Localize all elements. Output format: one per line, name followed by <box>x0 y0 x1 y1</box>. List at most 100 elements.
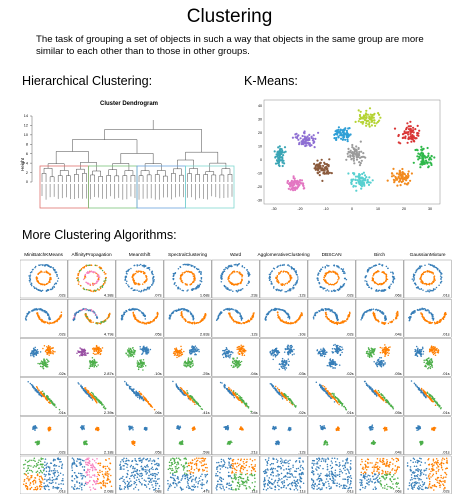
kmeans-point <box>304 136 307 140</box>
cluster-point <box>77 283 80 285</box>
cluster-point <box>282 365 284 367</box>
kmeans-point <box>346 140 349 143</box>
kmeans-point <box>274 156 277 159</box>
cluster-point <box>334 343 336 346</box>
cluster-point <box>143 288 146 291</box>
kmeans-point <box>360 121 363 124</box>
cluster-point <box>324 267 327 269</box>
kmeans-point <box>412 126 415 129</box>
cluster-point <box>271 349 274 352</box>
kmeans-point <box>334 130 337 133</box>
cluster-point <box>43 362 45 365</box>
cluster-point <box>328 308 331 311</box>
cluster-point <box>43 359 46 361</box>
cluster-point <box>175 284 177 287</box>
cluster-point <box>320 350 322 352</box>
cluster-point <box>183 361 186 364</box>
cluster-point <box>332 352 334 354</box>
cluster-point <box>51 352 54 354</box>
cluster-point <box>186 284 188 286</box>
cluster-point <box>60 311 63 313</box>
cluster-point <box>149 348 152 351</box>
cluster-point <box>190 358 192 361</box>
kmeans-point <box>295 187 298 190</box>
cluster-point <box>284 361 287 364</box>
cluster-point <box>93 312 95 315</box>
cluster-point <box>238 263 240 265</box>
cluster-point <box>240 280 243 283</box>
cluster-point <box>182 308 185 311</box>
cluster-point <box>92 271 95 273</box>
kmeans-point <box>359 110 362 113</box>
cluster-point <box>284 369 286 371</box>
cluster-point <box>385 273 388 276</box>
kmeans-point <box>279 156 282 159</box>
cluster-point <box>190 312 192 314</box>
kmeans-point <box>401 167 404 171</box>
cluster-point <box>232 366 234 369</box>
cluster-point <box>368 286 371 288</box>
kmeans-point <box>334 132 337 136</box>
cluster-point <box>279 264 281 267</box>
cluster-point <box>382 322 385 325</box>
kmeans-point <box>390 175 394 178</box>
cluster-point <box>365 280 368 283</box>
kmeans-point <box>355 189 358 192</box>
cluster-point <box>444 312 446 315</box>
cluster-point <box>82 278 85 281</box>
cluster-point <box>420 274 423 277</box>
kmeans-point <box>411 134 414 137</box>
cluster-point <box>192 317 195 319</box>
cluster-point <box>151 278 154 280</box>
cluster-point <box>85 265 88 267</box>
dendrogram-ylabel: Height <box>20 157 25 171</box>
kmeans-point <box>312 141 315 145</box>
kmeans-point <box>310 135 313 138</box>
cluster-point <box>247 274 250 276</box>
cluster-point <box>331 309 333 311</box>
kmeans-point <box>371 179 374 182</box>
cluster-point <box>270 282 273 284</box>
cluster-point <box>191 272 194 275</box>
cluster-point <box>377 269 379 272</box>
cluster-point <box>180 348 183 350</box>
cluster-point <box>346 317 349 320</box>
cluster-point <box>224 351 226 354</box>
algorithm-headers: MiniBatchKMeans AffinityPropagation MeanSh… <box>24 252 446 258</box>
cluster-point <box>124 275 127 278</box>
cluster-point <box>94 361 96 364</box>
cluster-point <box>335 345 338 348</box>
cluster-point <box>278 289 280 292</box>
cluster-point <box>412 280 415 282</box>
cluster-point <box>379 263 381 266</box>
kmeans-point <box>291 136 294 139</box>
cluster-point <box>332 321 335 323</box>
cluster-point <box>373 314 375 316</box>
cluster-point <box>277 265 279 267</box>
cluster-point <box>252 316 254 318</box>
cluster-point <box>271 270 273 273</box>
cluster-point <box>50 278 52 280</box>
cluster-point <box>246 269 248 271</box>
cluster-point <box>151 283 153 286</box>
kmeans-point <box>282 154 285 157</box>
cluster-point <box>200 280 203 283</box>
cluster-point <box>273 309 275 311</box>
kmeans-point <box>279 152 283 156</box>
cluster-point <box>438 321 441 324</box>
kmeans-point <box>320 158 323 161</box>
cluster-point <box>239 361 242 364</box>
cluster-point <box>145 288 148 291</box>
kmeans-point <box>320 169 323 172</box>
cluster-point <box>283 351 286 353</box>
cluster-point <box>136 360 139 362</box>
cluster-point <box>287 315 290 317</box>
cluster-point <box>389 285 391 287</box>
algorithm-comparison-grid: MiniBatchKMeans AffinityPropagation MeanSh… <box>20 252 452 494</box>
cluster-point <box>229 355 231 357</box>
cluster-point <box>250 317 252 319</box>
cluster-point <box>187 310 190 312</box>
cluster-point <box>198 270 201 273</box>
kmeans-point <box>407 128 411 131</box>
cluster-point <box>90 319 92 322</box>
